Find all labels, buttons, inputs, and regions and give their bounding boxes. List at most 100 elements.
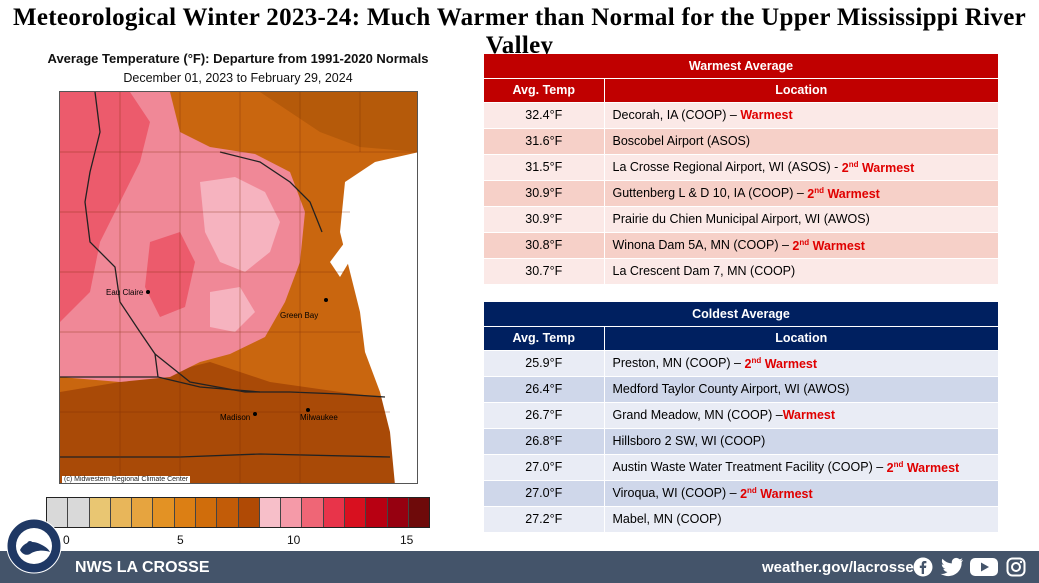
city-label-milwaukee: Milwaukee bbox=[300, 413, 338, 422]
avg-temp-cell: 31.5°F bbox=[484, 154, 605, 181]
instagram-icon[interactable] bbox=[1006, 557, 1026, 577]
colorbar-swatch bbox=[153, 498, 175, 527]
rank-label: Warmest bbox=[809, 238, 865, 253]
avg-temp-cell: 27.0°F bbox=[484, 480, 605, 507]
table-row: 30.9°F Prairie du Chien Municipal Airport… bbox=[484, 206, 998, 233]
rank-suffix: nd bbox=[893, 459, 904, 469]
avg-temp-cell: 30.7°F bbox=[484, 258, 605, 285]
rank-number: 2 bbox=[886, 460, 894, 475]
office-name: NWS LA CROSSE bbox=[75, 559, 210, 576]
location-name: Grand Meadow, MN (COOP) – bbox=[612, 408, 783, 422]
colorbar-swatch bbox=[302, 498, 324, 527]
colorbar-swatch bbox=[132, 498, 154, 527]
page-title: Meteorological Winter 2023-24: Much Warm… bbox=[13, 4, 1026, 59]
colorbar-swatch bbox=[323, 498, 345, 527]
map-credit: (c) Midwestern Regional Climate Center bbox=[62, 476, 191, 483]
warmest-col-temp: Avg. Temp bbox=[484, 78, 605, 103]
colorbar-tick-5: 5 bbox=[177, 533, 184, 547]
location-cell: Preston, MN (COOP) – 2nd Warmest bbox=[604, 350, 998, 377]
city-label-green-bay: Green Bay bbox=[280, 311, 319, 320]
avg-temp-cell: 26.8°F bbox=[484, 428, 605, 455]
rank-number: 2 bbox=[792, 238, 800, 253]
location-cell: Winona Dam 5A, MN (COOP) – 2nd Warmest bbox=[604, 232, 998, 259]
rank-note: 2nd Warmest bbox=[740, 485, 813, 501]
location-cell: Boscobel Airport (ASOS) bbox=[604, 128, 998, 155]
avg-temp-cell: 30.8°F bbox=[484, 232, 605, 259]
facebook-icon[interactable] bbox=[913, 557, 933, 577]
table-row: 26.4°F Medford Taylor County Airport, WI … bbox=[484, 376, 998, 403]
colorbar-swatch bbox=[238, 498, 260, 527]
city-label-madison: Madison bbox=[220, 413, 251, 422]
location-name: La Crosse Regional Airport, WI (ASOS) - bbox=[612, 160, 842, 175]
location-cell: Hillsboro 2 SW, WI (COOP) bbox=[604, 428, 998, 455]
table-row: 27.0°F Austin Waste Water Treatment Facil… bbox=[484, 454, 998, 481]
colorbar-swatch bbox=[366, 498, 388, 527]
table-row: 27.0°F Viroqua, WI (COOP) – 2nd Warmest bbox=[484, 480, 998, 507]
map-title: Average Temperature (°F): Departure from… bbox=[47, 51, 429, 66]
footer-url[interactable]: weather.gov/lacrosse bbox=[762, 559, 914, 576]
colorbar-swatch bbox=[89, 498, 111, 527]
rank-note: 2nd Warmest bbox=[841, 159, 915, 175]
location-name: Boscobel Airport (ASOS) bbox=[612, 134, 751, 148]
rank-note: Warmest bbox=[740, 108, 792, 122]
colorbar-swatch bbox=[110, 498, 133, 527]
rank-note: 2nd Warmest bbox=[744, 355, 818, 371]
location-cell: Mabel, MN (COOP) bbox=[604, 506, 998, 533]
table-row: 30.9°F Guttenberg L & D 10, IA (COOP) – 2… bbox=[484, 180, 998, 207]
location-name: Decorah, IA (COOP) – bbox=[612, 108, 741, 122]
coldest-table: Coldest Average Avg. Temp Location 25.9°… bbox=[484, 302, 998, 533]
coldest-col-temp: Avg. Temp bbox=[484, 326, 605, 351]
location-name: Mabel, MN (COOP) bbox=[612, 512, 722, 526]
rank-label: Warmest bbox=[740, 108, 793, 122]
rank-label: Warmest bbox=[761, 356, 818, 371]
avg-temp-cell: 30.9°F bbox=[484, 180, 605, 207]
location-cell: Grand Meadow, MN (COOP) –Warmest bbox=[604, 402, 998, 429]
coldest-col-location: Location bbox=[604, 326, 998, 351]
colorbar-swatch bbox=[281, 498, 303, 527]
table-row: 25.9°F Preston, MN (COOP) – 2nd Warmest bbox=[484, 350, 998, 377]
table-row: 30.8°F Winona Dam 5A, MN (COOP) – 2nd War… bbox=[484, 232, 998, 259]
avg-temp-cell: 27.2°F bbox=[484, 506, 605, 533]
nws-logo bbox=[6, 518, 62, 574]
location-cell: Guttenberg L & D 10, IA (COOP) – 2nd War… bbox=[604, 180, 998, 207]
rank-note: 2nd Warmest bbox=[807, 185, 880, 200]
twitter-icon[interactable] bbox=[940, 557, 964, 577]
rank-suffix: nd bbox=[747, 485, 757, 495]
location-name: Winona Dam 5A, MN (COOP) – bbox=[612, 238, 793, 253]
location-name: Medford Taylor County Airport, WI (AWOS) bbox=[612, 382, 850, 396]
avg-temp-cell: 31.6°F bbox=[484, 128, 605, 155]
rank-label: Warmest bbox=[756, 486, 813, 501]
colorbar-swatch bbox=[408, 498, 430, 527]
warmest-table-title: Warmest Average bbox=[484, 54, 998, 79]
avg-temp-cell: 26.7°F bbox=[484, 402, 605, 429]
coldest-table-title: Coldest Average bbox=[484, 302, 998, 327]
warmest-col-location: Location bbox=[604, 78, 998, 103]
location-name: La Crescent Dam 7, MN (COOP) bbox=[612, 264, 796, 278]
footer-bar: NWS LA CROSSE weather.gov/lacrosse bbox=[0, 551, 1039, 583]
location-name: Guttenberg L & D 10, IA (COOP) – bbox=[612, 186, 808, 201]
colorbar-swatch bbox=[217, 498, 239, 527]
temperature-departure-map: Eau Claire Green Bay Madison Milwaukee bbox=[59, 91, 418, 484]
avg-temp-cell: 25.9°F bbox=[484, 350, 605, 377]
location-cell: Prairie du Chien Municipal Airport, WI (… bbox=[604, 206, 998, 233]
location-name: Preston, MN (COOP) – bbox=[612, 356, 745, 371]
colorbar-tick-15: 15 bbox=[400, 533, 414, 547]
colorbar-swatch bbox=[259, 498, 282, 527]
table-row: 26.8°F Hillsboro 2 SW, WI (COOP) bbox=[484, 428, 998, 455]
table-row: 31.6°F Boscobel Airport (ASOS) bbox=[484, 128, 998, 155]
rank-number: 2 bbox=[841, 160, 849, 175]
table-row: 26.7°F Grand Meadow, MN (COOP) –Warmest bbox=[484, 402, 998, 429]
location-cell: La Crescent Dam 7, MN (COOP) bbox=[604, 258, 998, 285]
rank-suffix: nd bbox=[814, 185, 824, 195]
colorbar-swatch bbox=[344, 498, 367, 527]
youtube-icon[interactable] bbox=[970, 557, 998, 577]
table-row: 30.7°F La Crescent Dam 7, MN (COOP) bbox=[484, 258, 998, 285]
avg-temp-cell: 32.4°F bbox=[484, 102, 605, 129]
location-cell: Viroqua, WI (COOP) – 2nd Warmest bbox=[604, 480, 998, 507]
location-cell: Decorah, IA (COOP) – Warmest bbox=[604, 102, 998, 129]
map-colorbar bbox=[46, 497, 430, 528]
table-row: 27.2°F Mabel, MN (COOP) bbox=[484, 506, 998, 533]
avg-temp-cell: 27.0°F bbox=[484, 454, 605, 481]
rank-suffix: nd bbox=[848, 159, 859, 169]
rank-note: 2nd Warmest bbox=[792, 237, 865, 253]
